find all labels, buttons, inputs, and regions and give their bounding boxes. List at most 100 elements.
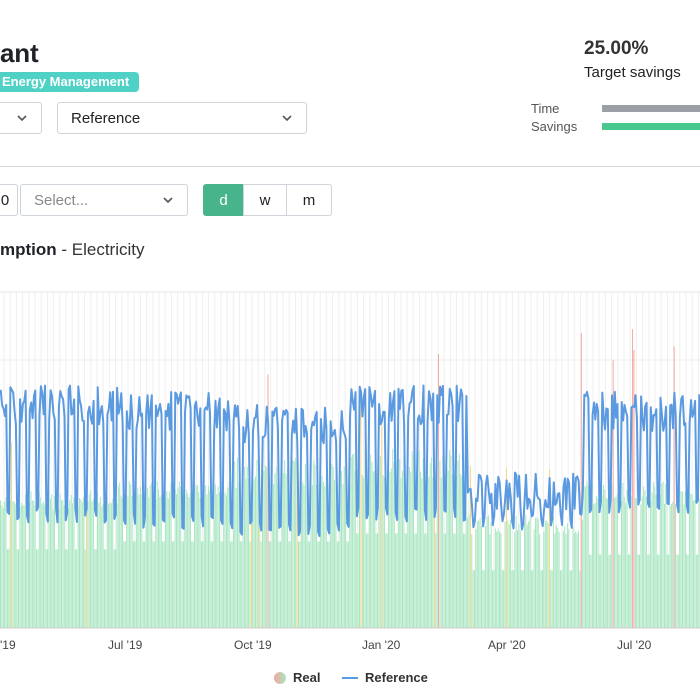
real-bar [232, 497, 234, 628]
real-bar [370, 454, 372, 628]
real-bar [307, 541, 309, 628]
real-bar [184, 495, 186, 628]
real-bar [296, 419, 298, 628]
real-bar [605, 497, 607, 628]
real-bar [641, 496, 643, 628]
real-bar [668, 554, 670, 628]
real-bar [142, 541, 144, 628]
real-bar [573, 533, 575, 628]
real-bar [120, 495, 122, 628]
real-bar [471, 534, 473, 628]
real-bar [108, 503, 110, 628]
real-bar [458, 453, 460, 628]
real-bar [281, 462, 283, 628]
real-bar [390, 468, 392, 628]
real-bar [670, 503, 672, 628]
real-bar [140, 486, 141, 628]
real-bar [110, 503, 112, 628]
reference-select[interactable]: Reference [57, 102, 307, 134]
real-bar [156, 480, 158, 628]
real-bar [539, 534, 541, 628]
real-bar [74, 549, 76, 628]
legend-item-real[interactable]: Real [273, 670, 320, 685]
real-bar [686, 554, 688, 628]
real-bar [83, 496, 85, 628]
real-bar [266, 467, 268, 628]
real-bar [607, 498, 609, 628]
real-bar [372, 471, 374, 628]
real-bar [16, 549, 18, 628]
site-select[interactable] [0, 102, 42, 134]
real-bar [200, 541, 202, 628]
real-bar [248, 478, 250, 628]
real-bar [256, 459, 258, 628]
real-bar [13, 501, 15, 628]
real-bar [580, 333, 582, 628]
real-bar [268, 541, 270, 628]
real-bar [313, 460, 315, 628]
real-bar [259, 492, 261, 628]
real-bar [225, 495, 227, 628]
granularity-day-button[interactable]: d [203, 184, 244, 216]
real-bar [410, 471, 412, 628]
page-title: ant [0, 38, 39, 68]
real-bar [95, 549, 97, 628]
real-bar [691, 494, 693, 628]
real-bar [356, 533, 358, 628]
real-bar [235, 488, 237, 628]
real-bar [627, 554, 629, 628]
real-bar [474, 570, 476, 628]
real-bar [576, 533, 578, 628]
real-bar [598, 554, 600, 628]
real-bar [126, 495, 128, 628]
x-tick-label: Jul '19 [108, 638, 143, 652]
real-bar [102, 503, 104, 628]
real-bar [263, 471, 265, 628]
granularity-month-button[interactable]: m [286, 184, 332, 216]
real-bar [291, 468, 293, 628]
real-bar [349, 482, 351, 628]
real-bar [52, 509, 54, 628]
real-bar [177, 487, 179, 628]
legend-label-real: Real [293, 670, 321, 685]
real-bar [11, 442, 13, 628]
real-bar [469, 466, 471, 628]
real-bar [456, 476, 458, 628]
period-select[interactable]: Select... [20, 184, 188, 216]
real-bar [167, 498, 169, 628]
real-bar [116, 503, 118, 628]
real-bar [103, 549, 105, 628]
granularity-week-button[interactable]: w [243, 184, 287, 216]
clipped-select[interactable]: 0 [0, 184, 18, 216]
real-bar [480, 526, 482, 628]
real-bar [49, 498, 51, 628]
real-bar [537, 518, 539, 628]
real-bar [494, 528, 496, 628]
real-bar [630, 496, 632, 628]
real-bar [81, 501, 83, 628]
real-bar [464, 533, 466, 628]
real-bar [663, 504, 665, 628]
real-bar [72, 503, 74, 628]
legend-item-reference[interactable]: Reference [342, 670, 428, 685]
real-bar [645, 496, 647, 628]
real-bar [286, 468, 288, 628]
real-bar [561, 570, 563, 628]
real-bar [94, 549, 96, 628]
real-bar [426, 448, 428, 628]
real-bar [519, 530, 521, 628]
real-bar [203, 485, 205, 628]
real-bar [223, 487, 225, 628]
real-bar [385, 533, 387, 628]
real-bar [508, 524, 510, 628]
real-bar [106, 496, 108, 628]
real-bar [0, 500, 1, 628]
real-bar [397, 458, 399, 628]
real-bar [342, 484, 344, 628]
real-bar [22, 505, 24, 628]
real-bar [425, 533, 427, 628]
real-bar [679, 488, 681, 628]
real-bar [113, 549, 115, 628]
real-bar [440, 477, 442, 628]
real-bar [659, 494, 661, 628]
